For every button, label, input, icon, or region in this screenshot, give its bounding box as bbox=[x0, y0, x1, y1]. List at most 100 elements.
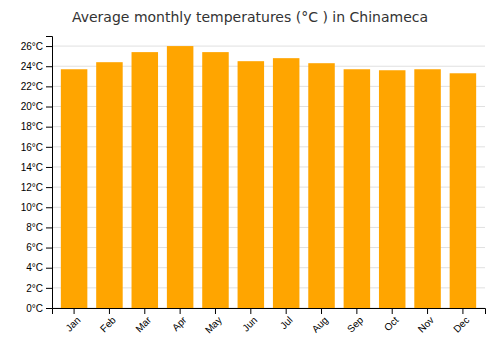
y-tick-mark bbox=[46, 86, 52, 87]
bar bbox=[61, 69, 88, 308]
y-tick: 20°C bbox=[21, 101, 52, 112]
y-tick-mark bbox=[46, 66, 52, 67]
x-tick-label: Sep bbox=[345, 314, 366, 335]
y-tick-label: 20°C bbox=[21, 101, 43, 112]
x-tick-label: Apr bbox=[170, 314, 189, 333]
x-tick-label: Jan bbox=[63, 314, 82, 333]
x-tick-mark bbox=[215, 308, 216, 314]
x-tick-label: Jun bbox=[240, 314, 259, 333]
y-tick-mark bbox=[46, 187, 52, 188]
y-tick: 12°C bbox=[21, 182, 52, 193]
y-axis-line bbox=[46, 37, 53, 309]
y-tick: 6°C bbox=[26, 242, 52, 253]
x-tick: Nov bbox=[416, 308, 436, 335]
x-tick-mark bbox=[144, 308, 145, 314]
y-tick-mark bbox=[46, 308, 52, 309]
y-tick-label: 22°C bbox=[21, 81, 43, 92]
x-tick: Jun bbox=[240, 308, 259, 334]
x-axis-line bbox=[53, 309, 486, 315]
x-tick-label: May bbox=[203, 314, 224, 335]
x-tick-label: Aug bbox=[310, 314, 330, 334]
x-tick: Dec bbox=[451, 308, 471, 335]
y-tick-label: 14°C bbox=[21, 162, 43, 173]
x-tick-mark bbox=[74, 308, 75, 314]
y-tick-label: 26°C bbox=[21, 41, 43, 52]
bar bbox=[308, 63, 335, 308]
y-tick-label: 12°C bbox=[21, 182, 43, 193]
bar bbox=[450, 73, 477, 308]
y-tick-label: 18°C bbox=[21, 121, 43, 132]
y-tick-mark bbox=[46, 46, 52, 47]
y-tick: 0°C bbox=[26, 303, 52, 314]
x-tick-mark bbox=[427, 308, 428, 314]
y-tick-mark bbox=[46, 248, 52, 249]
bar bbox=[344, 69, 371, 308]
bar bbox=[379, 70, 406, 308]
bar bbox=[167, 46, 194, 308]
y-tick: 18°C bbox=[21, 121, 52, 132]
x-tick: Feb bbox=[98, 308, 118, 334]
y-tick-mark bbox=[46, 147, 52, 148]
y-tick-label: 8°C bbox=[26, 222, 43, 233]
x-tick-label: Oct bbox=[382, 314, 401, 333]
y-tick: 24°C bbox=[21, 61, 52, 72]
x-tick: Aug bbox=[310, 308, 330, 335]
y-tick: 10°C bbox=[21, 202, 52, 213]
x-tick-mark bbox=[180, 308, 181, 314]
y-tick: 22°C bbox=[21, 81, 52, 92]
x-tick: Mar bbox=[133, 308, 153, 334]
x-tick: Oct bbox=[382, 308, 401, 333]
x-tick-mark bbox=[321, 308, 322, 314]
y-tick: 14°C bbox=[21, 162, 52, 173]
bar bbox=[202, 52, 229, 308]
grid-line bbox=[52, 46, 485, 47]
bars bbox=[61, 46, 476, 308]
y-tick-mark bbox=[46, 207, 52, 208]
x-tick-mark bbox=[250, 308, 251, 314]
y-tick-label: 6°C bbox=[26, 242, 43, 253]
x-tick-label: Mar bbox=[133, 314, 153, 334]
x-tick-label: Nov bbox=[416, 314, 436, 334]
y-axis: 0°C 2°C 4°C 6°C 8°C 10°C 12°C 14°C 16°C 18°C 20°C 2… bbox=[21, 37, 53, 314]
bar bbox=[132, 52, 159, 308]
y-tick-mark bbox=[46, 107, 52, 108]
bar bbox=[96, 62, 123, 308]
y-tick: 16°C bbox=[21, 142, 52, 153]
x-tick: May bbox=[203, 308, 224, 336]
y-tick-label: 2°C bbox=[26, 283, 43, 294]
bar bbox=[414, 69, 441, 308]
x-tick-mark bbox=[356, 308, 357, 314]
x-tick-mark bbox=[462, 308, 463, 314]
x-tick: Jul bbox=[278, 308, 295, 331]
y-tick-mark bbox=[46, 288, 52, 289]
y-tick-mark bbox=[46, 167, 52, 168]
y-tick-label: 16°C bbox=[21, 142, 43, 153]
title: Average monthly temperatures (°C ) in Ch… bbox=[72, 9, 428, 25]
y-tick-label: 0°C bbox=[26, 303, 43, 314]
y-tick-mark bbox=[46, 268, 52, 269]
bar bbox=[273, 58, 300, 308]
x-tick-label: Dec bbox=[451, 314, 471, 334]
x-tick: Jan bbox=[63, 308, 82, 334]
x-tick: Sep bbox=[345, 308, 366, 335]
y-tick: 26°C bbox=[21, 41, 52, 52]
y-tick-mark bbox=[46, 127, 52, 128]
chart: 0°C 2°C 4°C 6°C 8°C 10°C 12°C 14°C 16°C 18°C 20°C 2… bbox=[0, 0, 500, 350]
grid bbox=[52, 46, 485, 308]
x-tick-mark bbox=[109, 308, 110, 314]
y-tick: 8°C bbox=[26, 222, 52, 233]
x-tick-mark bbox=[286, 308, 287, 314]
x-axis: Jan Feb Mar Apr May Jun Jul Aug Sep Oct Nov Dec bbox=[53, 308, 486, 336]
y-tick-label: 4°C bbox=[26, 262, 43, 273]
y-tick-label: 10°C bbox=[21, 202, 43, 213]
x-tick-mark bbox=[392, 308, 393, 314]
y-tick-label: 24°C bbox=[21, 61, 43, 72]
y-tick: 2°C bbox=[26, 283, 52, 294]
x-tick-label: Jul bbox=[278, 314, 295, 331]
bar bbox=[238, 61, 265, 308]
x-tick: Apr bbox=[170, 308, 189, 333]
plot: 0°C 2°C 4°C 6°C 8°C 10°C 12°C 14°C 16°C 18°C 20°C 2… bbox=[21, 37, 486, 336]
y-tick: 4°C bbox=[26, 262, 52, 273]
y-tick-mark bbox=[46, 227, 52, 228]
x-tick-label: Feb bbox=[98, 314, 118, 334]
